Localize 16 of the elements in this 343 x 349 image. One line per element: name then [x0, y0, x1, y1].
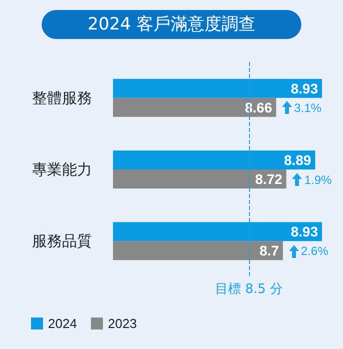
y-tick-label: 專業能力 [32, 160, 92, 178]
annotation: 1.9% [304, 172, 332, 186]
data-label: 8.72 [255, 171, 283, 187]
legend-label: 2024 [48, 316, 77, 331]
y-tick-label: 服務品質 [32, 232, 92, 250]
data-label: 8.93 [290, 80, 318, 96]
y-tick-label: 整體服務 [32, 88, 92, 107]
legend-label: 2023 [108, 316, 137, 331]
data-label: 8.89 [284, 152, 312, 168]
data-label: 8.66 [244, 99, 272, 116]
ref-line-label: 目標 8.5 分 [214, 282, 283, 297]
chart-title: 2024 客戶滿意度調查 [88, 14, 256, 34]
data-label: 8.93 [290, 224, 318, 240]
annotation: 2.6% [300, 244, 328, 258]
data-label: 8.7 [259, 242, 280, 259]
annotation: 3.1% [294, 100, 322, 115]
